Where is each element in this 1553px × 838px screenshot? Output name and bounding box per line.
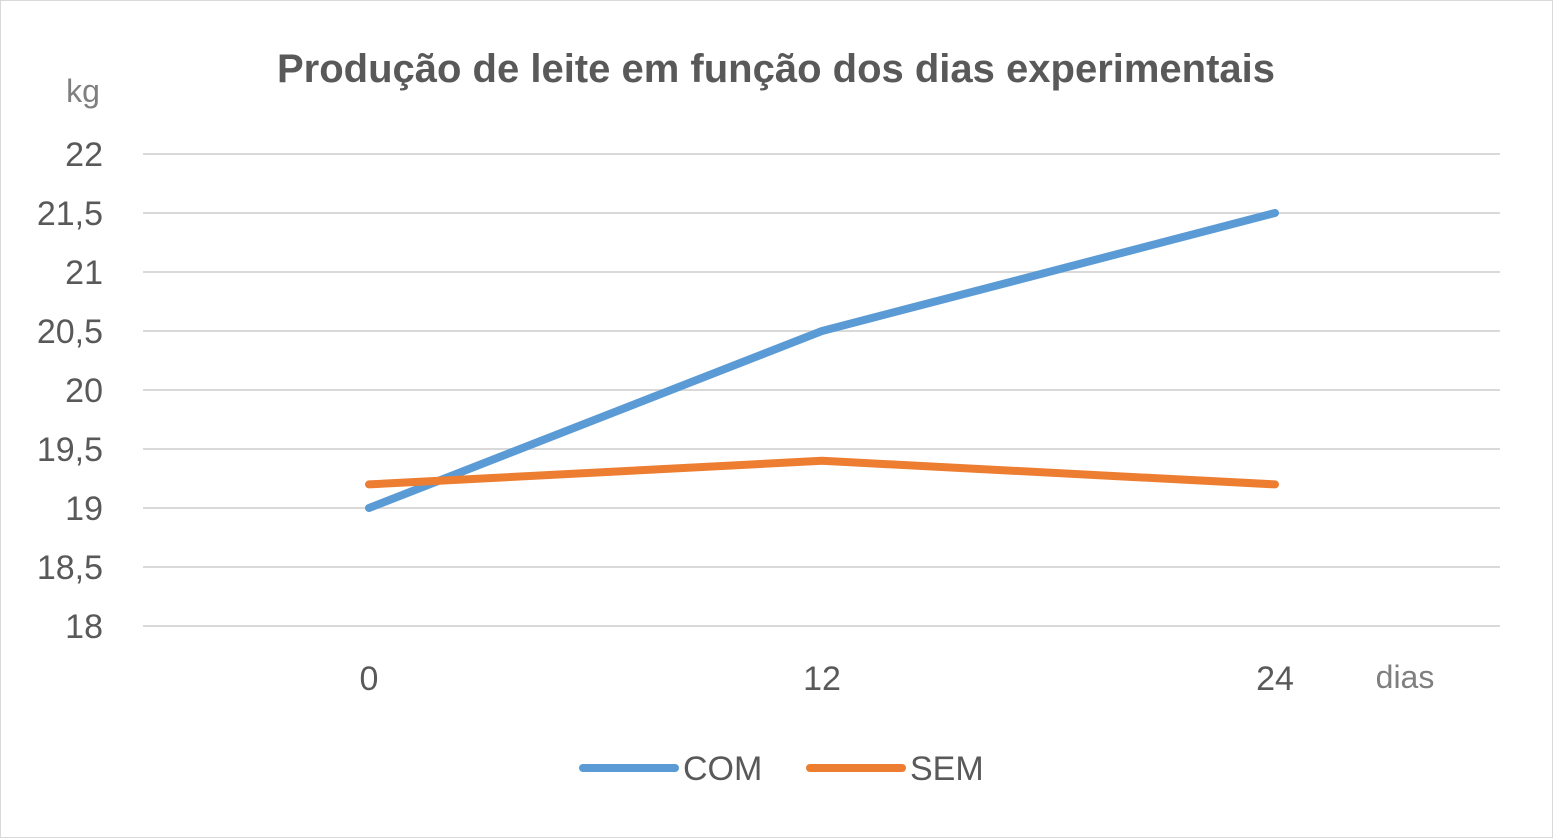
series-line-com — [365, 209, 1279, 512]
legend-label-sem: SEM — [910, 750, 984, 788]
y-tick-label: 20 — [65, 372, 103, 410]
series-line-sem — [365, 456, 1279, 489]
y-tick-label: 21 — [65, 254, 103, 292]
chart-title: Produção de leite em função dos dias exp… — [277, 47, 1275, 91]
y-tick-label: 18,5 — [37, 549, 103, 587]
y-tick-label: 21,5 — [37, 195, 103, 233]
y-tick-label: 18 — [65, 608, 103, 646]
legend-label-com: COM — [683, 750, 762, 788]
y-tick-label: 19 — [65, 490, 103, 528]
y-axis-ticks: 18 18,5 19 19,5 20 20,5 21 21,5 22 — [37, 136, 103, 646]
y-axis-unit-label: kg — [66, 73, 100, 109]
x-axis-ticks: 0 12 24 — [360, 660, 1294, 698]
x-tick-label: 24 — [1256, 660, 1294, 698]
x-tick-label: 12 — [803, 660, 841, 698]
legend: COM SEM — [579, 750, 984, 788]
series-lines — [365, 209, 1279, 512]
y-tick-label: 19,5 — [37, 431, 103, 469]
x-axis-unit-label: dias — [1376, 659, 1435, 695]
x-tick-label: 0 — [360, 660, 379, 698]
y-tick-label: 22 — [65, 136, 103, 174]
gridlines — [143, 153, 1500, 627]
y-tick-label: 20,5 — [37, 313, 103, 351]
